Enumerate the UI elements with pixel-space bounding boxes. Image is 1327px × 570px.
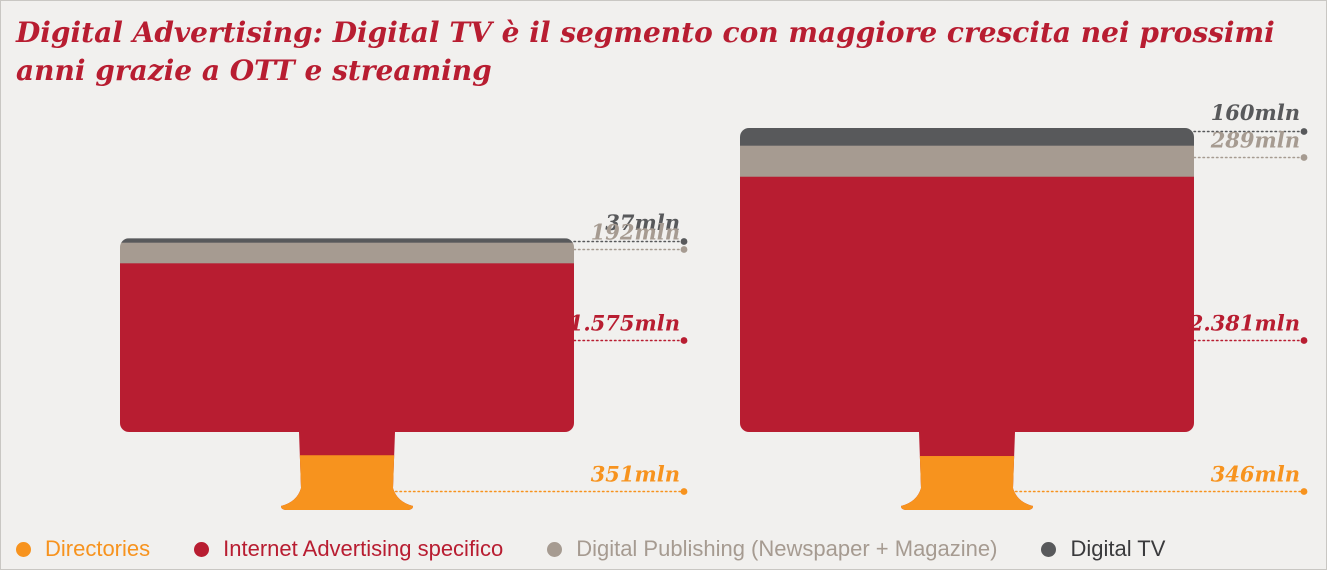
bar-directories-1 xyxy=(281,455,413,510)
bar-digital-tv-1 xyxy=(120,238,574,243)
legend-swatch-digital-tv xyxy=(1041,541,1057,557)
data-label-internet-2: 2.381mln xyxy=(1188,311,1300,336)
leader-dot-publishing-2 xyxy=(1300,154,1308,161)
leader-dot-directories-2 xyxy=(1300,488,1308,495)
legend-swatch-directories xyxy=(16,541,31,557)
bar-publishing-1 xyxy=(120,242,574,264)
bar-internet-2 xyxy=(740,176,1194,432)
data-label-publishing-2: 289mln xyxy=(1210,128,1300,153)
data-label-digital-tv-1: 37mln xyxy=(605,210,680,235)
legend-item-internet: Internet Advertising specifico xyxy=(194,536,503,562)
leader-dot-digital-tv-2 xyxy=(1300,128,1308,135)
data-label-directories-1: 351mln xyxy=(591,462,680,487)
legend-label-directories: Directories xyxy=(45,536,151,561)
leader-dot-internet-1 xyxy=(680,337,688,344)
data-label-directories-2: 346mln xyxy=(1211,462,1300,487)
legend-item-directories: Directories xyxy=(16,536,150,562)
bar-directories-2 xyxy=(901,456,1033,510)
data-label-internet-1: 1.575mln xyxy=(569,311,680,336)
bar-internet-1 xyxy=(120,262,574,432)
leader-dot-internet-2 xyxy=(1300,337,1308,344)
data-label-publishing-1: 192mln xyxy=(591,220,680,245)
chart-title: Digital Advertising: Digital TV è il seg… xyxy=(16,16,1275,87)
leader-dot-directories-1 xyxy=(680,488,688,495)
bar-digital-tv-2 xyxy=(740,128,1194,146)
legend: Directories Internet Advertising specifi… xyxy=(16,536,1209,562)
legend-label-internet: Internet Advertising specifico xyxy=(223,536,504,561)
leader-dot-publishing-1 xyxy=(680,246,688,253)
legend-item-publishing: Digital Publishing (Newspaper + Magazine… xyxy=(547,536,997,562)
legend-swatch-internet xyxy=(194,541,210,557)
legend-label-publishing: Digital Publishing (Newspaper + Magazine… xyxy=(576,536,998,561)
legend-label-digital-tv: Digital TV xyxy=(1070,536,1166,561)
bar-publishing-2 xyxy=(740,145,1194,177)
data-label-digital-tv-2: 160mln xyxy=(1211,100,1300,125)
legend-swatch-publishing xyxy=(547,541,563,557)
leader-dot-digital-tv-1 xyxy=(680,238,688,245)
legend-item-digital-tv: Digital TV xyxy=(1041,536,1165,562)
tv-2: 160mln 289mln 2.381mln 346mln xyxy=(740,100,1308,510)
